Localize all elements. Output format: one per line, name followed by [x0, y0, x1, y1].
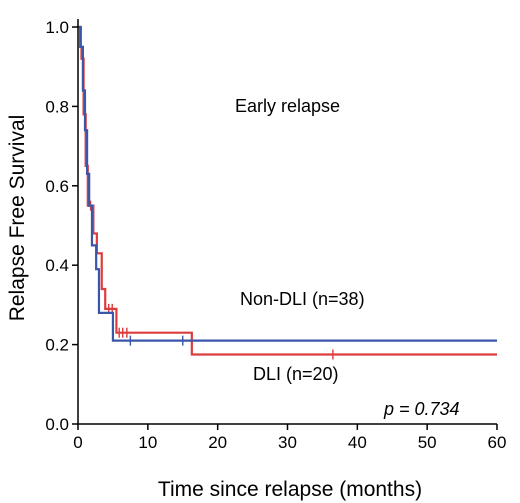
- legend-label-dli: DLI (n=20): [253, 364, 339, 384]
- x-tick-label: 40: [348, 433, 367, 452]
- survival-curve-dli-n-20: [78, 25, 497, 356]
- series-layer: [78, 25, 497, 360]
- x-tick-label: 20: [208, 433, 227, 452]
- legend-label-non-dli: Non-DLI (n=38): [240, 289, 365, 309]
- y-tick-label: 0.2: [45, 336, 69, 355]
- x-axis-title: Time since relapse (months): [158, 478, 422, 501]
- y-tick-label: 0.0: [45, 415, 69, 434]
- y-tick-label: 0.4: [45, 256, 69, 275]
- subgroup-label: Early relapse: [235, 96, 340, 116]
- y-tick-label: 0.6: [45, 177, 69, 196]
- x-tick-label: 60: [488, 433, 507, 452]
- x-tick-label: 50: [418, 433, 437, 452]
- x-axis-ticks: 0 10 20 30 40 50 60: [73, 424, 506, 452]
- x-tick-label: 0: [73, 433, 82, 452]
- y-axis-title: Relapse Free Survival: [6, 115, 29, 322]
- y-tick-label: 1.0: [45, 18, 69, 37]
- y-axis-ticks: 0.0 0.2 0.4 0.6 0.8 1.0: [45, 18, 78, 434]
- x-tick-label: 10: [138, 433, 157, 452]
- survival-curve-non-dli-n-38: [78, 25, 497, 342]
- x-tick-label: 30: [278, 433, 297, 452]
- p-value-label: p = 0.734: [383, 399, 460, 419]
- y-tick-label: 0.8: [45, 97, 69, 116]
